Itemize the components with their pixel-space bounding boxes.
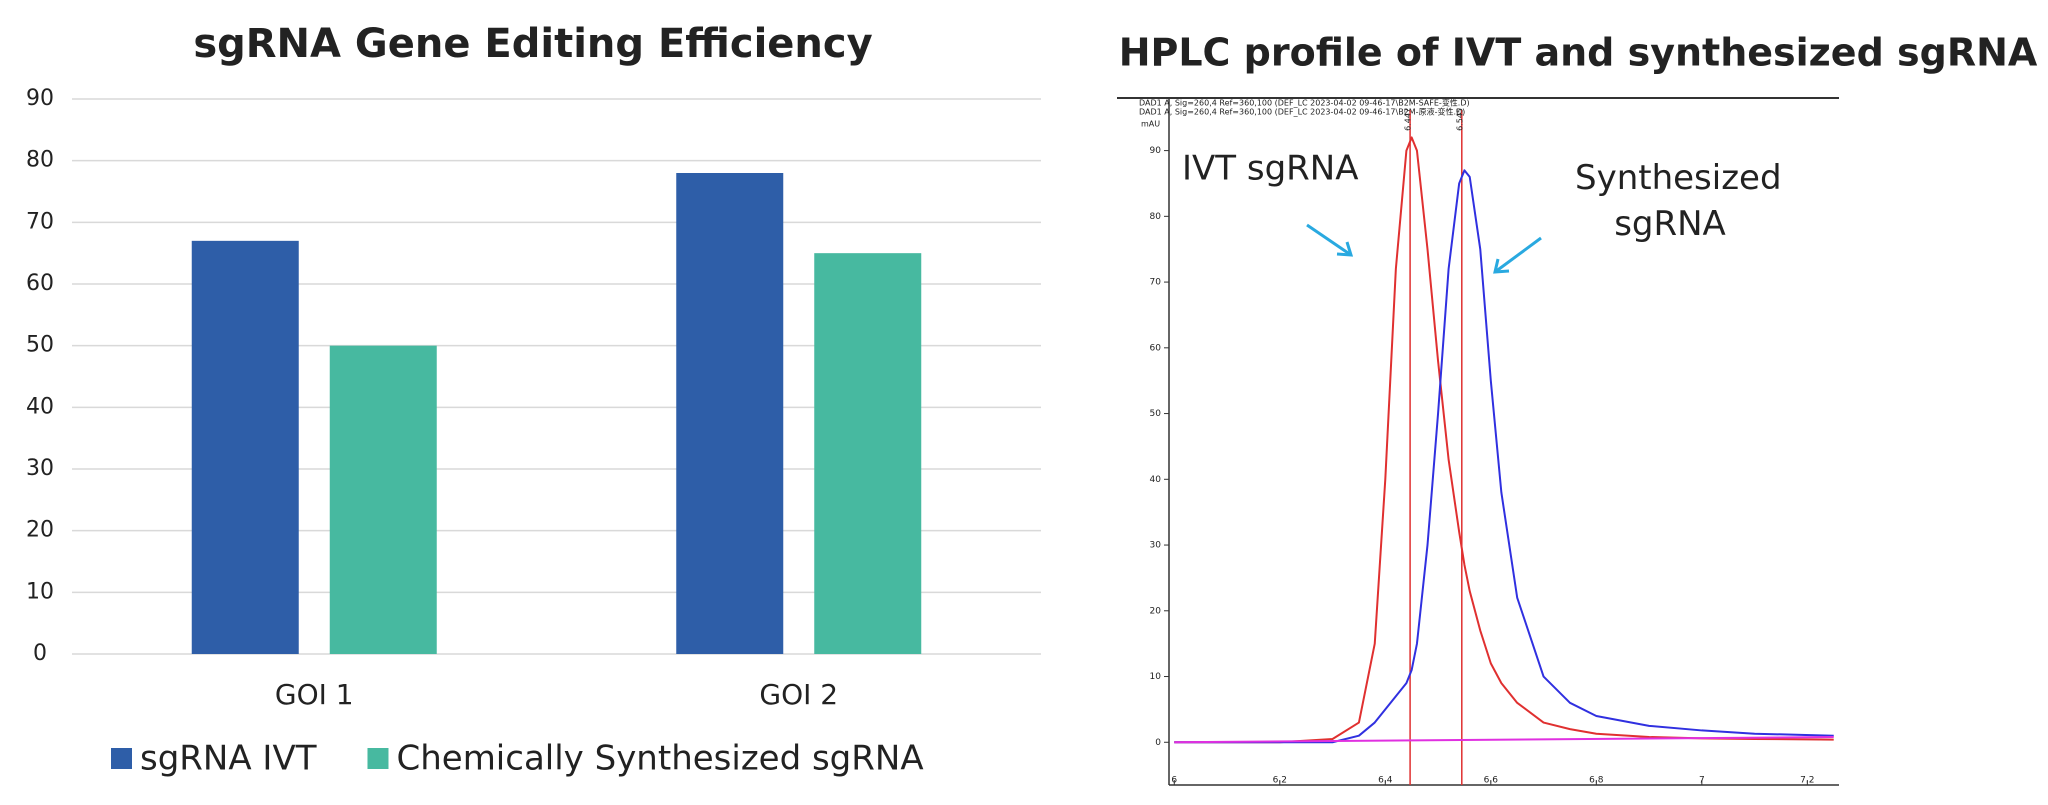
peak-label: 6.545 (1455, 108, 1464, 131)
legend-label: Chemically Synthesized sgRNA (396, 739, 923, 779)
x-tick-label: 6.2 (1273, 776, 1287, 786)
y-tick-label: 80 (1150, 212, 1162, 222)
chart-title: HPLC profile of IVT and synthesized sgRN… (1119, 31, 2038, 75)
y-tick-label: 0 (1155, 738, 1161, 748)
x-tick-label: 6.4 (1378, 776, 1393, 786)
legend-swatch (367, 748, 389, 769)
y-tick-label: 60 (1150, 343, 1162, 353)
y-tick-label: 30 (1150, 541, 1162, 551)
y-tick-label: 70 (26, 209, 54, 234)
chart-title: sgRNA Gene Editing Efficiency (193, 21, 872, 67)
legend-swatch (111, 748, 132, 769)
y-tick-label: 20 (26, 518, 54, 543)
y-tick-label: 20 (1150, 606, 1162, 616)
header-text: DAD1 A, Sig=260,4 Ref=360,100 (DEF_LC 20… (1139, 98, 1470, 108)
y-tick-label: 30 (26, 456, 54, 481)
x-tick-label: 7.2 (1800, 776, 1814, 786)
line-series (1174, 136, 1834, 744)
bar (814, 253, 922, 654)
y-tick-label: 90 (1150, 146, 1162, 156)
annotation: IVT sgRNA (1182, 149, 1358, 189)
arrow-head (1336, 241, 1354, 257)
x-tick-label: 7 (1699, 776, 1705, 786)
x-tick-label: 6 (1171, 776, 1177, 786)
header-text: DAD1 A, Sig=260,4 Ref=360,100 (DEF_LC 20… (1139, 107, 1465, 117)
y-tick-label: 10 (26, 579, 54, 604)
x-tick-label: 6.8 (1589, 776, 1604, 786)
bar (329, 345, 437, 654)
x-tick-label: GOI 1 (275, 678, 354, 711)
y-tick-label: 60 (26, 271, 54, 296)
bar (676, 173, 784, 654)
peak-label: 6.447 (1404, 108, 1413, 131)
line-series (1174, 169, 1834, 744)
y-tick-label: 10 (1150, 672, 1162, 682)
annotation: Synthesized sgRNA (1575, 158, 1782, 244)
y-axis-label: mAU (1141, 120, 1160, 129)
y-tick-label: 80 (26, 148, 54, 173)
y-tick-label: 70 (1150, 278, 1162, 288)
y-tick-label: 50 (26, 333, 54, 358)
y-tick-label: 40 (1150, 475, 1162, 485)
legend-label: sgRNA IVT (140, 739, 317, 779)
x-tick-label: GOI 2 (759, 678, 838, 711)
arrow (1494, 236, 1542, 274)
bar (191, 240, 299, 655)
y-tick-label: 90 (26, 86, 54, 111)
y-tick-label: 0 (33, 641, 47, 666)
x-tick-label: 6.6 (1484, 776, 1499, 786)
y-tick-label: 50 (1150, 409, 1162, 419)
line-series (1174, 736, 1834, 744)
y-tick-label: 40 (26, 394, 54, 419)
arrow (1306, 223, 1352, 257)
annotation-box: Synthesized sgRNA (1575, 158, 1782, 244)
arrow-head (1493, 258, 1510, 274)
